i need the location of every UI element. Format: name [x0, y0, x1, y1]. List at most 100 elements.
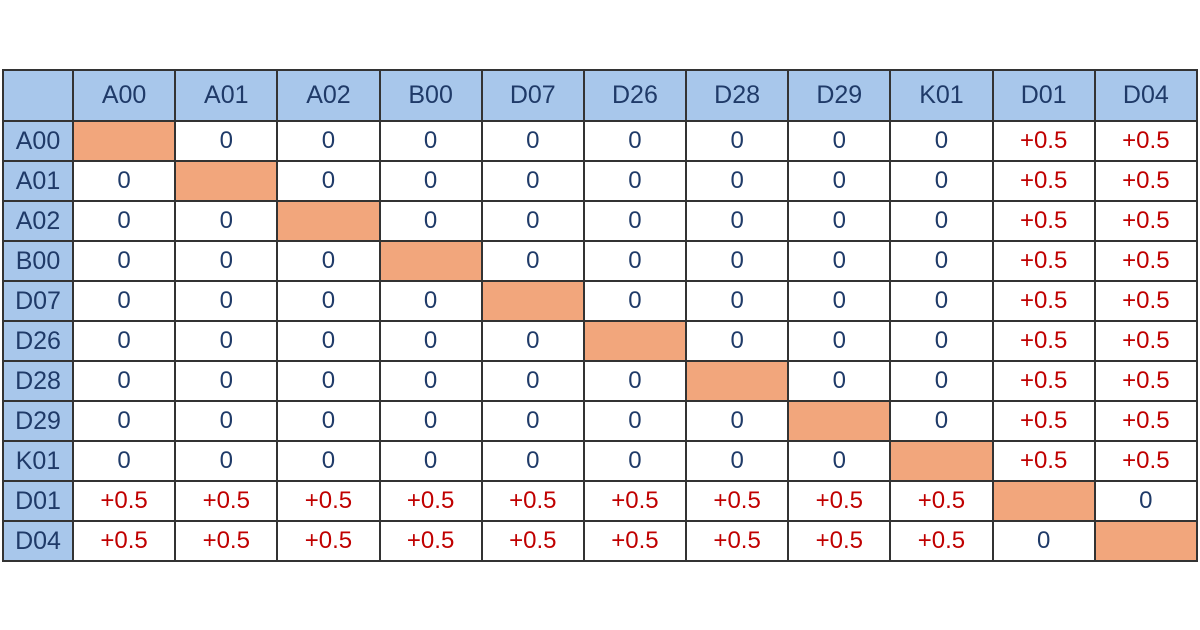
matrix-cell: +0.5: [1093, 440, 1199, 482]
row-header-D01: D01: [2, 480, 74, 522]
matrix-cell: +0.5: [378, 480, 483, 522]
table-row-A00: A00 0 0 0 0 0 0 0 0 +0.5 +0.5: [2, 120, 1199, 162]
row-header-K01: K01: [2, 440, 74, 482]
table-row-D01: D01 +0.5 +0.5 +0.5 +0.5 +0.5 +0.5 +0.5 +0.5 +0.5 0: [2, 480, 1199, 522]
matrix-cell: +0.5: [991, 120, 1096, 162]
score-matrix-table: A00 A01 A02 B00 D07 D26 D28 D29 K01 D01 D04 A00 0 0 0…: [2, 69, 1199, 562]
matrix-cell: +0.5: [685, 520, 790, 562]
matrix-cell: 0: [378, 440, 483, 482]
matrix-cell: 0: [276, 160, 381, 202]
matrix-cell: 0: [71, 200, 177, 242]
matrix-cell: +0.5: [787, 480, 892, 522]
column-header-A00: A00: [71, 69, 177, 122]
matrix-cell: 0: [685, 160, 790, 202]
matrix-cell: 0: [174, 320, 279, 362]
matrix-cell: +0.5: [991, 320, 1096, 362]
matrix-cell: 0: [787, 160, 892, 202]
matrix-cell: 0: [480, 440, 585, 482]
matrix-cell: 0: [582, 200, 688, 242]
matrix-cell: 0: [685, 120, 790, 162]
column-header-D07: D07: [480, 69, 585, 122]
matrix-cell: [480, 280, 585, 322]
matrix-cell: +0.5: [991, 200, 1096, 242]
matrix-cell: 0: [685, 440, 790, 482]
matrix-cell: +0.5: [1093, 160, 1199, 202]
row-header-D04: D04: [2, 520, 74, 562]
matrix-cell: 0: [889, 320, 994, 362]
matrix-cell: [276, 200, 381, 242]
table-row-B00: B00 0 0 0 0 0 0 0 0 +0.5 +0.5: [2, 240, 1199, 282]
matrix-cell: 0: [582, 280, 688, 322]
matrix-cell: 0: [582, 160, 688, 202]
matrix-cell: 0: [174, 280, 279, 322]
matrix-cell: 0: [276, 120, 381, 162]
matrix-cell: 0: [276, 400, 381, 442]
matrix-cell: +0.5: [685, 480, 790, 522]
matrix-cell: 0: [582, 120, 688, 162]
matrix-cell: +0.5: [991, 160, 1096, 202]
matrix-cell: +0.5: [276, 480, 381, 522]
matrix-cell: [582, 320, 688, 362]
corner-cell: [2, 69, 74, 122]
matrix-cell: 0: [378, 280, 483, 322]
row-header-A00: A00: [2, 120, 74, 162]
column-header-A02: A02: [276, 69, 381, 122]
matrix-cell: 0: [378, 400, 483, 442]
matrix-cell: +0.5: [1093, 320, 1199, 362]
row-header-D07: D07: [2, 280, 74, 322]
column-header-D26: D26: [582, 69, 688, 122]
matrix-cell: 0: [582, 440, 688, 482]
matrix-cell: 0: [378, 320, 483, 362]
column-header-D29: D29: [787, 69, 892, 122]
matrix-cell: 0: [480, 160, 585, 202]
table-row-A02: A02 0 0 0 0 0 0 0 0 +0.5 +0.5: [2, 200, 1199, 242]
table-row-A01: A01 0 0 0 0 0 0 0 0 +0.5 +0.5: [2, 160, 1199, 202]
column-header-B00: B00: [378, 69, 483, 122]
matrix-cell: 0: [174, 400, 279, 442]
matrix-cell: 0: [71, 440, 177, 482]
matrix-cell: 0: [480, 360, 585, 402]
matrix-cell: 0: [174, 240, 279, 282]
matrix-cell: [71, 120, 177, 162]
matrix-cell: +0.5: [991, 400, 1096, 442]
matrix-cell: 0: [276, 280, 381, 322]
matrix-cell: 0: [787, 240, 892, 282]
matrix-cell: [889, 440, 994, 482]
column-header-D01: D01: [991, 69, 1096, 122]
column-header-K01: K01: [889, 69, 994, 122]
row-header-D26: D26: [2, 320, 74, 362]
table-row-D29: D29 0 0 0 0 0 0 0 0 +0.5 +0.5: [2, 400, 1199, 442]
matrix-cell: [1093, 520, 1199, 562]
matrix-cell: 0: [685, 320, 790, 362]
matrix-cell: 0: [71, 360, 177, 402]
matrix-cell: +0.5: [991, 360, 1096, 402]
matrix-cell: 0: [174, 200, 279, 242]
matrix-cell: 0: [685, 400, 790, 442]
matrix-cell: 0: [276, 360, 381, 402]
matrix-cell: 0: [889, 160, 994, 202]
row-header-A02: A02: [2, 200, 74, 242]
matrix-cell: 0: [378, 360, 483, 402]
matrix-cell: +0.5: [1093, 280, 1199, 322]
matrix-cell: 0: [991, 520, 1096, 562]
matrix-body: A00 0 0 0 0 0 0 0 0 +0.5 +0.5 A01 0 0 0 0 0 0 0 0 +0.5 +0.5 A0…: [2, 120, 1199, 562]
table-row-D07: D07 0 0 0 0 0 0 0 0 +0.5 +0.5: [2, 280, 1199, 322]
matrix-cell: +0.5: [1093, 400, 1199, 442]
matrix-cell: +0.5: [1093, 240, 1199, 282]
table-row-K01: K01 0 0 0 0 0 0 0 0 +0.5 +0.5: [2, 440, 1199, 482]
column-header-A01: A01: [174, 69, 279, 122]
matrix-cell: 0: [889, 240, 994, 282]
row-header-A01: A01: [2, 160, 74, 202]
matrix-head: A00 A01 A02 B00 D07 D26 D28 D29 K01 D01 D04: [2, 69, 1199, 122]
matrix-cell: 0: [480, 320, 585, 362]
matrix-cell: [991, 480, 1096, 522]
matrix-cell: +0.5: [889, 520, 994, 562]
matrix-cell: +0.5: [991, 240, 1096, 282]
matrix-cell: +0.5: [889, 480, 994, 522]
matrix-cell: 0: [889, 120, 994, 162]
matrix-cell: +0.5: [378, 520, 483, 562]
table-row-D04: D04 +0.5 +0.5 +0.5 +0.5 +0.5 +0.5 +0.5 +0.5 +0.5 0: [2, 520, 1199, 562]
matrix-cell: 0: [71, 160, 177, 202]
matrix-cell: +0.5: [174, 480, 279, 522]
